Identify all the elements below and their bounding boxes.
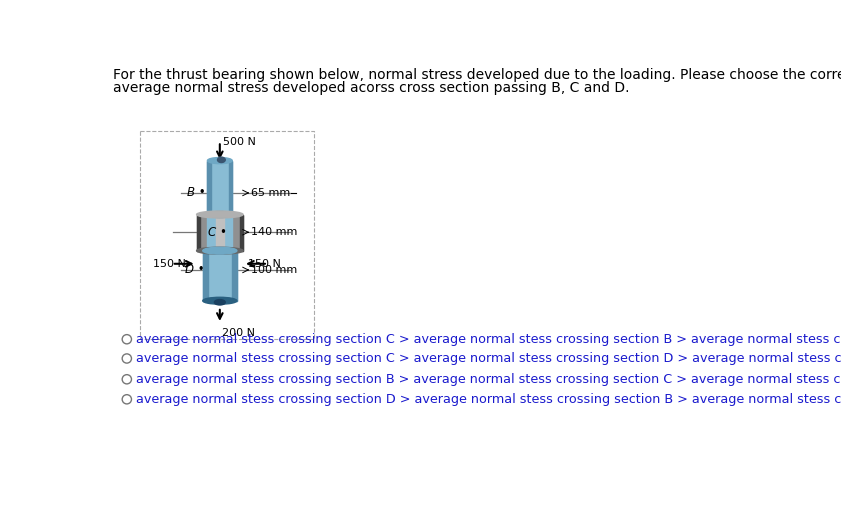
Text: average normal stess crossing section C > average normal stess crossing section : average normal stess crossing section C … — [136, 352, 841, 365]
Ellipse shape — [214, 299, 225, 305]
Text: 65 mm: 65 mm — [251, 188, 290, 198]
Bar — [208, 161, 232, 215]
Ellipse shape — [197, 211, 243, 218]
Text: 140 mm: 140 mm — [251, 227, 297, 237]
Ellipse shape — [208, 158, 232, 164]
Text: average normal stess crossing section B > average normal stess crossing section : average normal stess crossing section B … — [136, 373, 841, 386]
Bar — [216, 215, 224, 251]
Text: average normal stess crossing section D > average normal stess crossing section : average normal stess crossing section D … — [136, 393, 841, 406]
Bar — [240, 215, 243, 251]
Bar — [197, 215, 243, 251]
Text: average normal stess crossing section C > average normal stess crossing section : average normal stess crossing section C … — [136, 333, 841, 346]
Text: average normal stress developed acorss cross section passing B, C and D.: average normal stress developed acorss c… — [113, 81, 629, 95]
Ellipse shape — [203, 247, 237, 254]
Bar — [229, 161, 232, 215]
Ellipse shape — [203, 297, 237, 304]
Bar — [232, 251, 237, 301]
Bar — [203, 251, 237, 301]
Text: B •: B • — [188, 187, 206, 200]
Text: D •: D • — [185, 264, 204, 277]
Text: C •: C • — [208, 226, 227, 239]
Text: 150 N: 150 N — [248, 259, 281, 269]
Text: 150 N: 150 N — [153, 259, 186, 269]
Text: 100 mm: 100 mm — [251, 265, 297, 275]
Bar — [203, 251, 208, 301]
Bar — [197, 215, 199, 251]
Text: 500 N: 500 N — [223, 136, 256, 147]
Ellipse shape — [208, 211, 232, 218]
Ellipse shape — [197, 247, 243, 254]
Ellipse shape — [218, 157, 225, 162]
Bar — [208, 215, 232, 251]
Text: 200 N: 200 N — [222, 328, 255, 338]
Bar — [208, 161, 211, 215]
Text: For the thrust bearing shown below, normal stress developed due to the loading. : For the thrust bearing shown below, norm… — [113, 68, 841, 82]
